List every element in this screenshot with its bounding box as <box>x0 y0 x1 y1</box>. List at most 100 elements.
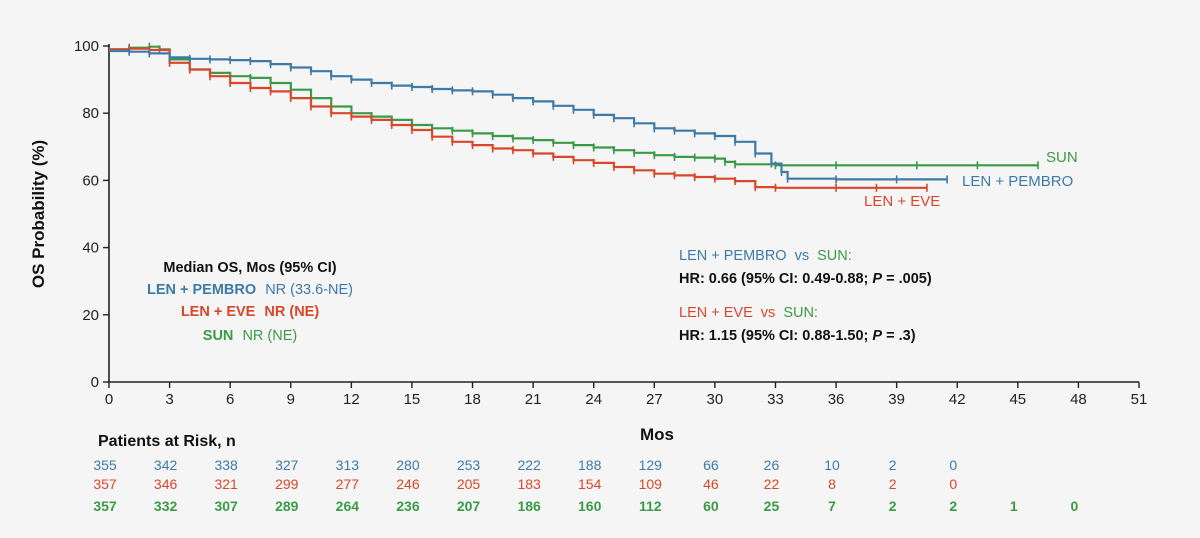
risk-cell: 7 <box>828 498 836 514</box>
x-tick-label: 51 <box>1131 391 1148 408</box>
hr-comparisons: LEN + PEMBRO vs SUN: HR: 0.66 (95% CI: 0… <box>679 248 932 344</box>
y-tick-label: 100 <box>74 38 99 55</box>
x-tick-label: 24 <box>585 391 602 408</box>
risk-cell: 0 <box>1071 498 1079 514</box>
median-eve-name: LEN + EVE <box>181 304 256 320</box>
x-tick-label: 6 <box>226 391 234 408</box>
risk-cell: 236 <box>396 498 420 514</box>
hr2-value: HR: 1.15 (95% CI: 0.88-1.50; P = .3) <box>679 328 916 344</box>
risk-cell: 342 <box>154 457 178 473</box>
median-pembro-name: LEN + PEMBRO <box>147 282 256 298</box>
risk-cell: 307 <box>214 498 238 514</box>
risk-cell: 327 <box>275 457 299 473</box>
hr1-hr: HR: 0.66 (95% CI: 0.49-0.88; <box>679 271 872 287</box>
risk-cell: 109 <box>639 476 663 492</box>
risk-cell: 355 <box>93 457 117 473</box>
x-tick-label: 30 <box>707 391 724 408</box>
hr2-heading: LEN + EVE vs SUN: <box>679 305 818 321</box>
hr2-p-label: P <box>872 328 882 344</box>
risk-cell: 246 <box>396 476 420 492</box>
y-tick-label: 40 <box>82 240 99 257</box>
y-tick-label: 0 <box>91 374 99 391</box>
risk-cell: 188 <box>578 457 602 473</box>
risk-cell: 46 <box>703 476 719 492</box>
risk-cell: 0 <box>949 476 957 492</box>
hr1-arm-b: SUN: <box>817 248 852 264</box>
x-tick-label: 27 <box>646 391 663 408</box>
risk-cell: 205 <box>457 476 481 492</box>
risk-cell: 346 <box>154 476 178 492</box>
risk-cell: 2 <box>889 457 897 473</box>
risk-cell: 357 <box>93 498 117 514</box>
hr2-arm-b: SUN: <box>783 305 818 321</box>
risk-table: 355 342 338 327 313 280 253 222 188 129 66 26 10 2 035… <box>93 457 1078 514</box>
risk-cell: 253 <box>457 457 481 473</box>
x-tick-label: 15 <box>404 391 421 408</box>
risk-cell: 299 <box>275 476 299 492</box>
x-tick-label: 33 <box>767 391 784 408</box>
risk-cell: 207 <box>457 498 481 514</box>
risk-cell: 129 <box>639 457 663 473</box>
median-os-legend: Median OS, Mos (95% CI) LEN + PEMBRO NR … <box>147 260 353 344</box>
hr2-hr: HR: 1.15 (95% CI: 0.88-1.50; <box>679 328 872 344</box>
hr1-value: HR: 0.66 (95% CI: 0.49-0.88; P = .005) <box>679 271 932 287</box>
risk-cell: 338 <box>214 457 238 473</box>
risk-cell: 8 <box>828 476 836 492</box>
y-tick-label: 80 <box>82 105 99 122</box>
risk-cell: 222 <box>517 457 541 473</box>
risk-cell: 22 <box>764 476 780 492</box>
label-len-pembro: LEN + PEMBRO <box>962 173 1073 190</box>
hr1-heading: LEN + PEMBRO vs SUN: <box>679 248 852 264</box>
x-tick-label: 18 <box>464 391 481 408</box>
risk-cell: 112 <box>639 498 662 514</box>
risk-cell: 10 <box>824 457 840 473</box>
x-tick-label: 42 <box>949 391 966 408</box>
risk-cell: 280 <box>396 457 420 473</box>
median-eve-value: NR (NE) <box>264 304 319 320</box>
series-labels: SUN LEN + PEMBRO LEN + EVE <box>864 149 1078 210</box>
hr1-p-value: = .005) <box>882 271 932 287</box>
risk-cell: 2 <box>889 476 897 492</box>
risk-cell: 313 <box>336 457 360 473</box>
hr1-vs: vs <box>795 248 810 264</box>
risk-cell: 66 <box>703 457 719 473</box>
median-row-pembro: LEN + PEMBRO NR (33.6-NE) <box>147 282 353 298</box>
x-tick-label: 21 <box>525 391 542 408</box>
y-tick-label: 60 <box>82 172 99 189</box>
median-pembro-value: NR (33.6-NE) <box>265 282 353 298</box>
x-tick-label: 45 <box>1009 391 1026 408</box>
median-sun-value: NR (NE) <box>242 328 297 344</box>
median-sun-name: SUN <box>203 328 234 344</box>
label-len-eve: LEN + EVE <box>864 193 940 210</box>
risk-cell: 289 <box>275 498 299 514</box>
x-tick-label: 12 <box>343 391 360 408</box>
risk-table-title: Patients at Risk, n <box>98 433 236 450</box>
y-axis-title: OS Probability (%) <box>29 140 48 288</box>
x-tick-label: 3 <box>165 391 173 408</box>
risk-cell: 332 <box>154 498 178 514</box>
risk-cell: 154 <box>578 476 602 492</box>
x-tick-label: 0 <box>105 391 113 408</box>
x-tick-label: 39 <box>888 391 905 408</box>
hr2-vs: vs <box>761 305 776 321</box>
median-row-sun: SUN NR (NE) <box>203 328 297 344</box>
risk-cell: 26 <box>764 457 780 473</box>
risk-cell: 1 <box>1010 498 1018 514</box>
x-axis-title: Mos <box>640 425 674 444</box>
x-tick-label: 9 <box>287 391 295 408</box>
median-os-title: Median OS, Mos (95% CI) <box>163 260 336 276</box>
risk-cell: 2 <box>949 498 957 514</box>
km-curves <box>109 42 1039 192</box>
hr1-p-label: P <box>872 271 882 287</box>
risk-cell: 160 <box>578 498 602 514</box>
risk-cell: 60 <box>703 498 719 514</box>
median-row-eve: LEN + EVE NR (NE) <box>181 304 320 320</box>
risk-cell: 2 <box>889 498 897 514</box>
risk-cell: 277 <box>336 476 360 492</box>
hr2-arm-a: LEN + EVE <box>679 305 753 321</box>
risk-cell: 321 <box>214 476 238 492</box>
risk-cell: 186 <box>517 498 541 514</box>
